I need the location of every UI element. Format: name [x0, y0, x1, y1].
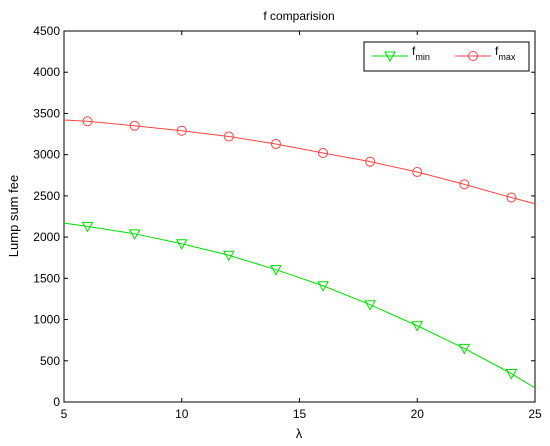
data-point-max — [506, 192, 517, 203]
y-tick-label: 500 — [40, 354, 60, 368]
data-point-min — [223, 250, 235, 262]
series-line-min — [63, 222, 536, 389]
data-point-min — [364, 300, 376, 311]
x-tick-label: 25 — [528, 407, 542, 421]
y-tick-label: 3500 — [33, 106, 60, 120]
x-tick-label: 20 — [411, 407, 425, 421]
data-point-max — [176, 125, 187, 136]
legend: fmin fmax — [363, 41, 530, 72]
y-tick-label: 2000 — [33, 230, 60, 244]
legend-marker-max — [468, 51, 478, 61]
series-layer — [63, 116, 536, 389]
legend-name: f — [412, 44, 416, 58]
y-tick-label: 4500 — [33, 24, 60, 38]
data-point-max — [270, 138, 281, 149]
plot-area — [63, 30, 536, 403]
y-tick-label: 0 — [53, 395, 60, 409]
series-min — [63, 221, 536, 389]
series-line-max — [63, 119, 536, 205]
chart-title: f comparision — [263, 9, 334, 23]
data-point-min — [81, 221, 94, 233]
data-point-min — [505, 369, 518, 380]
data-point-min — [175, 239, 188, 250]
legend-subscript: min — [415, 52, 430, 62]
legend-subscript: max — [498, 52, 516, 62]
data-point-min — [270, 265, 282, 276]
y-axis: 0 500 1000 1500 2000 2500 3000 3500 4000 4500 — [33, 24, 535, 409]
y-tick-label: 2500 — [33, 189, 60, 203]
data-point-max — [459, 179, 470, 190]
data-point-max — [223, 131, 234, 142]
x-tick-label: 10 — [175, 407, 189, 421]
y-tick-label: 4000 — [33, 65, 60, 79]
x-tick-label: 15 — [293, 407, 307, 421]
y-tick-label: 1500 — [33, 271, 60, 285]
x-axis-label: λ — [296, 426, 303, 441]
series-max — [63, 116, 536, 205]
data-point-min — [128, 229, 141, 240]
x-axis: 5 10 15 20 25 — [61, 31, 542, 421]
data-point-min — [317, 281, 329, 292]
legend-label-min: fmin — [412, 44, 430, 62]
x-tick-label: 5 — [61, 407, 68, 421]
y-tick-label: 1000 — [33, 313, 60, 327]
data-point-max — [129, 120, 140, 131]
legend-name: f — [495, 44, 499, 58]
data-point-min — [458, 343, 471, 355]
data-point-max — [365, 156, 376, 167]
data-point-min — [411, 321, 424, 332]
data-point-max — [82, 116, 93, 127]
y-tick-label: 3000 — [33, 148, 60, 162]
data-point-max — [412, 166, 423, 177]
legend-label-max: fmax — [495, 44, 516, 62]
data-point-max — [318, 148, 329, 159]
legend-marker-min — [384, 51, 396, 63]
y-axis-label: Lump sum fee — [6, 175, 21, 257]
